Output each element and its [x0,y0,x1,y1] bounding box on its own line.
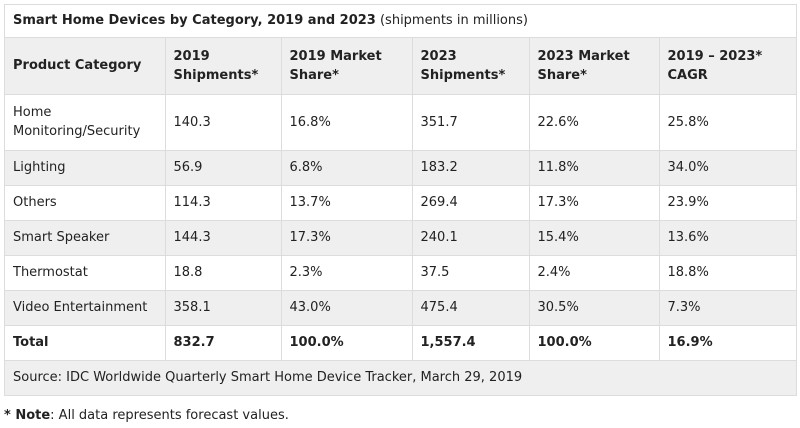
table-cell: 13.7% [281,185,413,221]
table-cell: 240.1 [412,220,530,256]
table-cell: 25.8% [659,94,796,151]
table-header-row: Product Category 2019 Shipments* 2019 Ma… [5,38,796,95]
table-cell: 6.8% [281,150,413,186]
table-cell: 16.9% [659,325,796,361]
table-cell: 23.9% [659,185,796,221]
table-cell: 475.4 [412,290,530,326]
table-cell: 16.8% [281,94,413,151]
table-cell: 832.7 [165,325,282,361]
table-cell: Thermostat [5,255,166,291]
table-row: Home Monitoring/Security 140.3 16.8% 351… [5,94,796,151]
table-caption: Smart Home Devices by Category, 2019 and… [5,5,796,38]
table-cell: Home Monitoring/Security [5,94,166,151]
table-cell: Total [5,325,166,361]
table-cell: Lighting [5,150,166,186]
header-product-category: Product Category [5,38,166,95]
table-cell: 17.3% [529,185,660,221]
table-cell: 2.4% [529,255,660,291]
table-cell: Smart Speaker [5,220,166,256]
table-row: Lighting 56.9 6.8% 183.2 11.8% 34.0% [5,150,796,186]
table-cell: 34.0% [659,150,796,186]
table-row: Video Entertainment 358.1 43.0% 475.4 30… [5,290,796,326]
table-cell: Video Entertainment [5,290,166,326]
header-2023-shipments: 2023 Shipments* [412,38,530,95]
shipments-table: Product Category 2019 Shipments* 2019 Ma… [5,38,796,361]
table-row: Others 114.3 13.7% 269.4 17.3% 23.9% [5,185,796,221]
table-cell: 37.5 [412,255,530,291]
footnote-label: * Note [4,408,51,423]
table-cell: 144.3 [165,220,282,256]
table-cell: 7.3% [659,290,796,326]
caption-title: Smart Home Devices by Category, 2019 and… [13,13,376,28]
caption-subtitle: (shipments in millions) [379,13,528,28]
table-cell: 140.3 [165,94,282,151]
header-2019-shipments: 2019 Shipments* [165,38,282,95]
table-cell: 22.6% [529,94,660,151]
table-cell: 358.1 [165,290,282,326]
table-cell: 183.2 [412,150,530,186]
table-cell: 17.3% [281,220,413,256]
footnote: * Note: All data represents forecast val… [4,408,289,423]
table-cell: 56.9 [165,150,282,186]
table-cell: 1,557.4 [412,325,530,361]
footnote-text: : All data represents forecast values. [50,408,289,423]
table-cell: 18.8 [165,255,282,291]
table-cell: 100.0% [281,325,413,361]
table-row: Thermostat 18.8 2.3% 37.5 2.4% 18.8% [5,255,796,291]
table-cell: 15.4% [529,220,660,256]
table-source: Source: IDC Worldwide Quarterly Smart Ho… [5,360,796,395]
header-2023-market-share: 2023 Market Share* [529,38,660,95]
table-cell: 114.3 [165,185,282,221]
table-cell: 30.5% [529,290,660,326]
table-total-row: Total 832.7 100.0% 1,557.4 100.0% 16.9% [5,325,796,361]
table-cell: Others [5,185,166,221]
table-cell: 11.8% [529,150,660,186]
data-table-container: Smart Home Devices by Category, 2019 and… [4,4,797,396]
table-cell: 2.3% [281,255,413,291]
header-cagr: 2019 – 2023* CAGR [659,38,796,95]
table-cell: 13.6% [659,220,796,256]
table-row: Smart Speaker 144.3 17.3% 240.1 15.4% 13… [5,220,796,256]
table-cell: 18.8% [659,255,796,291]
table-cell: 351.7 [412,94,530,151]
table-cell: 269.4 [412,185,530,221]
table-cell: 100.0% [529,325,660,361]
table-cell: 43.0% [281,290,413,326]
header-2019-market-share: 2019 Market Share* [281,38,413,95]
